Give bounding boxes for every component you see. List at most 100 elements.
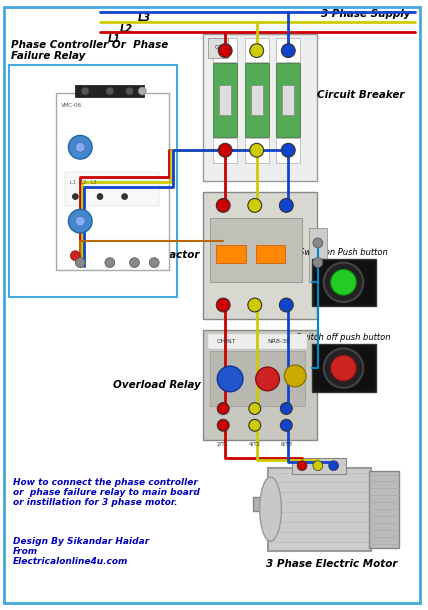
- Circle shape: [331, 270, 356, 295]
- Circle shape: [81, 87, 89, 95]
- Circle shape: [68, 135, 92, 159]
- Circle shape: [149, 257, 159, 268]
- Text: GE: GE: [214, 45, 222, 50]
- Circle shape: [68, 209, 92, 233]
- Circle shape: [248, 298, 262, 312]
- Bar: [213, 63, 237, 137]
- Text: Phase Controller Or  Phase
Failure Relay: Phase Controller Or Phase Failure Relay: [11, 40, 169, 62]
- Text: Switch off push button: Switch off push button: [296, 334, 391, 342]
- Bar: [245, 38, 268, 62]
- Bar: [9, 65, 177, 297]
- Bar: [276, 138, 300, 163]
- Circle shape: [329, 461, 339, 471]
- Text: L1   L2   L3: L1 L2 L3: [70, 180, 97, 185]
- Circle shape: [138, 87, 146, 95]
- Bar: [211, 218, 302, 282]
- Circle shape: [313, 257, 323, 268]
- Circle shape: [281, 143, 295, 157]
- Circle shape: [250, 143, 264, 157]
- Text: L1: L1: [108, 34, 121, 44]
- Text: VMC-06: VMC-06: [60, 103, 82, 108]
- Bar: [268, 468, 371, 551]
- Circle shape: [130, 257, 140, 268]
- Circle shape: [280, 403, 292, 414]
- Ellipse shape: [260, 477, 281, 541]
- Circle shape: [218, 44, 232, 57]
- Text: L3: L3: [137, 13, 150, 23]
- Bar: [203, 192, 317, 319]
- Text: 3 Phase Electric Motor: 3 Phase Electric Motor: [266, 559, 398, 569]
- Bar: [312, 345, 376, 392]
- Circle shape: [217, 419, 229, 431]
- Text: How to connect the phase controller
or  phase failure relay to main board
or ins: How to connect the phase controller or p…: [13, 478, 200, 508]
- Text: 2/T1: 2/T1: [217, 441, 229, 446]
- Circle shape: [279, 198, 293, 212]
- Text: CHINT: CHINT: [216, 339, 236, 344]
- Bar: [56, 93, 169, 270]
- Circle shape: [122, 193, 128, 199]
- Circle shape: [217, 366, 243, 392]
- Circle shape: [106, 87, 114, 95]
- Circle shape: [249, 403, 261, 414]
- Circle shape: [280, 419, 292, 431]
- Text: Circuit Breaker: Circuit Breaker: [317, 90, 404, 100]
- Bar: [219, 85, 231, 115]
- Bar: [309, 228, 327, 282]
- Circle shape: [217, 403, 229, 414]
- Bar: [282, 85, 294, 115]
- Circle shape: [70, 251, 80, 260]
- Text: Swith on Push button: Swith on Push button: [299, 248, 388, 257]
- Circle shape: [324, 263, 363, 302]
- Bar: [216, 245, 246, 263]
- Text: NR8-3E: NR8-3E: [268, 339, 291, 344]
- Bar: [251, 85, 263, 115]
- Bar: [203, 34, 317, 181]
- Circle shape: [256, 367, 279, 391]
- Text: Contactor: Contactor: [143, 249, 201, 260]
- Bar: [245, 138, 268, 163]
- Bar: [213, 138, 237, 163]
- Bar: [203, 329, 317, 440]
- Circle shape: [313, 238, 323, 248]
- Circle shape: [218, 143, 232, 157]
- Circle shape: [313, 461, 323, 471]
- Bar: [292, 458, 346, 473]
- Bar: [211, 351, 305, 406]
- Text: 6/T3: 6/T3: [280, 441, 292, 446]
- Circle shape: [97, 193, 103, 199]
- Circle shape: [284, 365, 306, 387]
- Text: L2: L2: [120, 24, 133, 34]
- Bar: [276, 38, 300, 62]
- Circle shape: [216, 198, 230, 212]
- Bar: [276, 63, 300, 137]
- Circle shape: [249, 419, 261, 431]
- Circle shape: [281, 44, 295, 57]
- Text: 4/T2: 4/T2: [249, 441, 261, 446]
- Bar: [256, 245, 285, 263]
- Circle shape: [216, 298, 230, 312]
- Circle shape: [125, 87, 134, 95]
- Text: Design By Sikandar Haidar
From
Electricalonline4u.com: Design By Sikandar Haidar From Electrica…: [13, 537, 149, 567]
- Circle shape: [72, 193, 78, 199]
- Circle shape: [105, 257, 115, 268]
- Circle shape: [324, 348, 363, 388]
- Circle shape: [75, 142, 85, 152]
- Bar: [208, 334, 307, 350]
- Bar: [312, 259, 376, 306]
- Bar: [369, 471, 399, 548]
- Circle shape: [250, 44, 264, 57]
- Bar: [253, 497, 270, 511]
- Text: Overload Relay: Overload Relay: [113, 380, 201, 390]
- Circle shape: [75, 257, 85, 268]
- Bar: [65, 172, 159, 206]
- Bar: [75, 85, 144, 97]
- Circle shape: [75, 217, 85, 226]
- Bar: [213, 38, 237, 62]
- Bar: [208, 38, 228, 57]
- Bar: [245, 63, 268, 137]
- Circle shape: [331, 355, 356, 381]
- Circle shape: [248, 198, 262, 212]
- Circle shape: [297, 461, 307, 471]
- Circle shape: [279, 298, 293, 312]
- Text: 3 Phase Supply: 3 Phase Supply: [321, 9, 410, 20]
